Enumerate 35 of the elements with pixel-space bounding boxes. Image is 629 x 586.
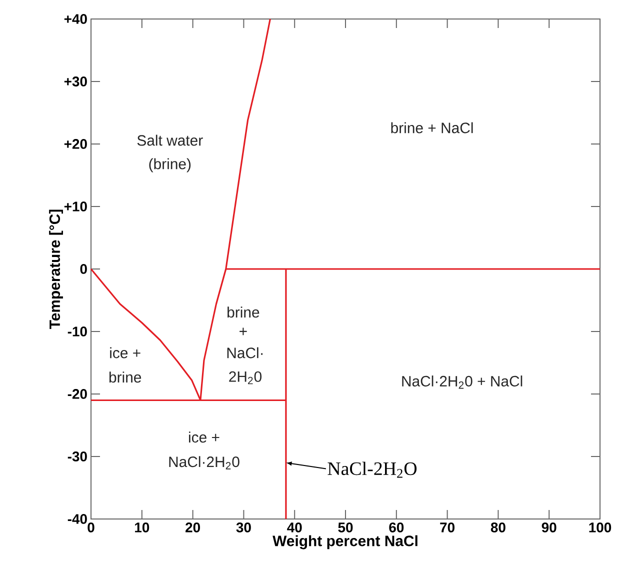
y-tick-label: 0 bbox=[80, 264, 87, 274]
annotation: brine bbox=[228, 306, 260, 318]
y-tick-label: +10 bbox=[64, 202, 87, 212]
annotation: brine bbox=[109, 372, 142, 383]
y-tick-label: +20 bbox=[64, 139, 87, 149]
y-tick-label: -40 bbox=[68, 514, 87, 524]
annotation: 2H$_{2}$0 bbox=[229, 371, 262, 384]
x-tick-label: 10 bbox=[135, 522, 150, 532]
annotation: Salt water bbox=[137, 134, 203, 146]
y-tick-label: -10 bbox=[68, 326, 87, 336]
y-tick-label: -20 bbox=[68, 389, 87, 399]
x-tick-label: 80 bbox=[490, 522, 506, 532]
annotation: NaCl·2H$_{2}$0 + NaCl bbox=[402, 376, 522, 389]
x-tick-label: 30 bbox=[236, 522, 251, 532]
annotation: NaCl-2H$_{2}$O bbox=[328, 462, 417, 478]
x-tick-label: 0 bbox=[88, 522, 94, 532]
x-tick-label: 70 bbox=[440, 522, 454, 532]
y-tick-label: +40 bbox=[64, 14, 87, 24]
x-tick-label: 50 bbox=[338, 522, 353, 532]
annotation: ice + bbox=[189, 432, 220, 443]
x-tick-label: 60 bbox=[389, 522, 404, 532]
y-tick-label: +30 bbox=[64, 76, 87, 86]
annotation: brine + NaCl bbox=[391, 122, 473, 134]
annotation: NaCl· bbox=[227, 347, 263, 358]
annotation: (brine) bbox=[149, 158, 191, 172]
y-axis-title: Temperature [°C] bbox=[49, 210, 63, 329]
x-tick-label: 40 bbox=[287, 522, 302, 532]
x-tick-label: 100 bbox=[589, 522, 612, 532]
annotation: ice + bbox=[110, 347, 140, 358]
x-tick-label: 90 bbox=[542, 522, 556, 532]
x-axis-title: Weight percent NaCl bbox=[272, 535, 418, 550]
x-tick-label: 20 bbox=[186, 522, 200, 532]
annotation: + bbox=[240, 328, 247, 336]
y-tick-label: -30 bbox=[68, 452, 87, 462]
annotation: NaCl·2H$_{2}$0 bbox=[169, 456, 240, 470]
